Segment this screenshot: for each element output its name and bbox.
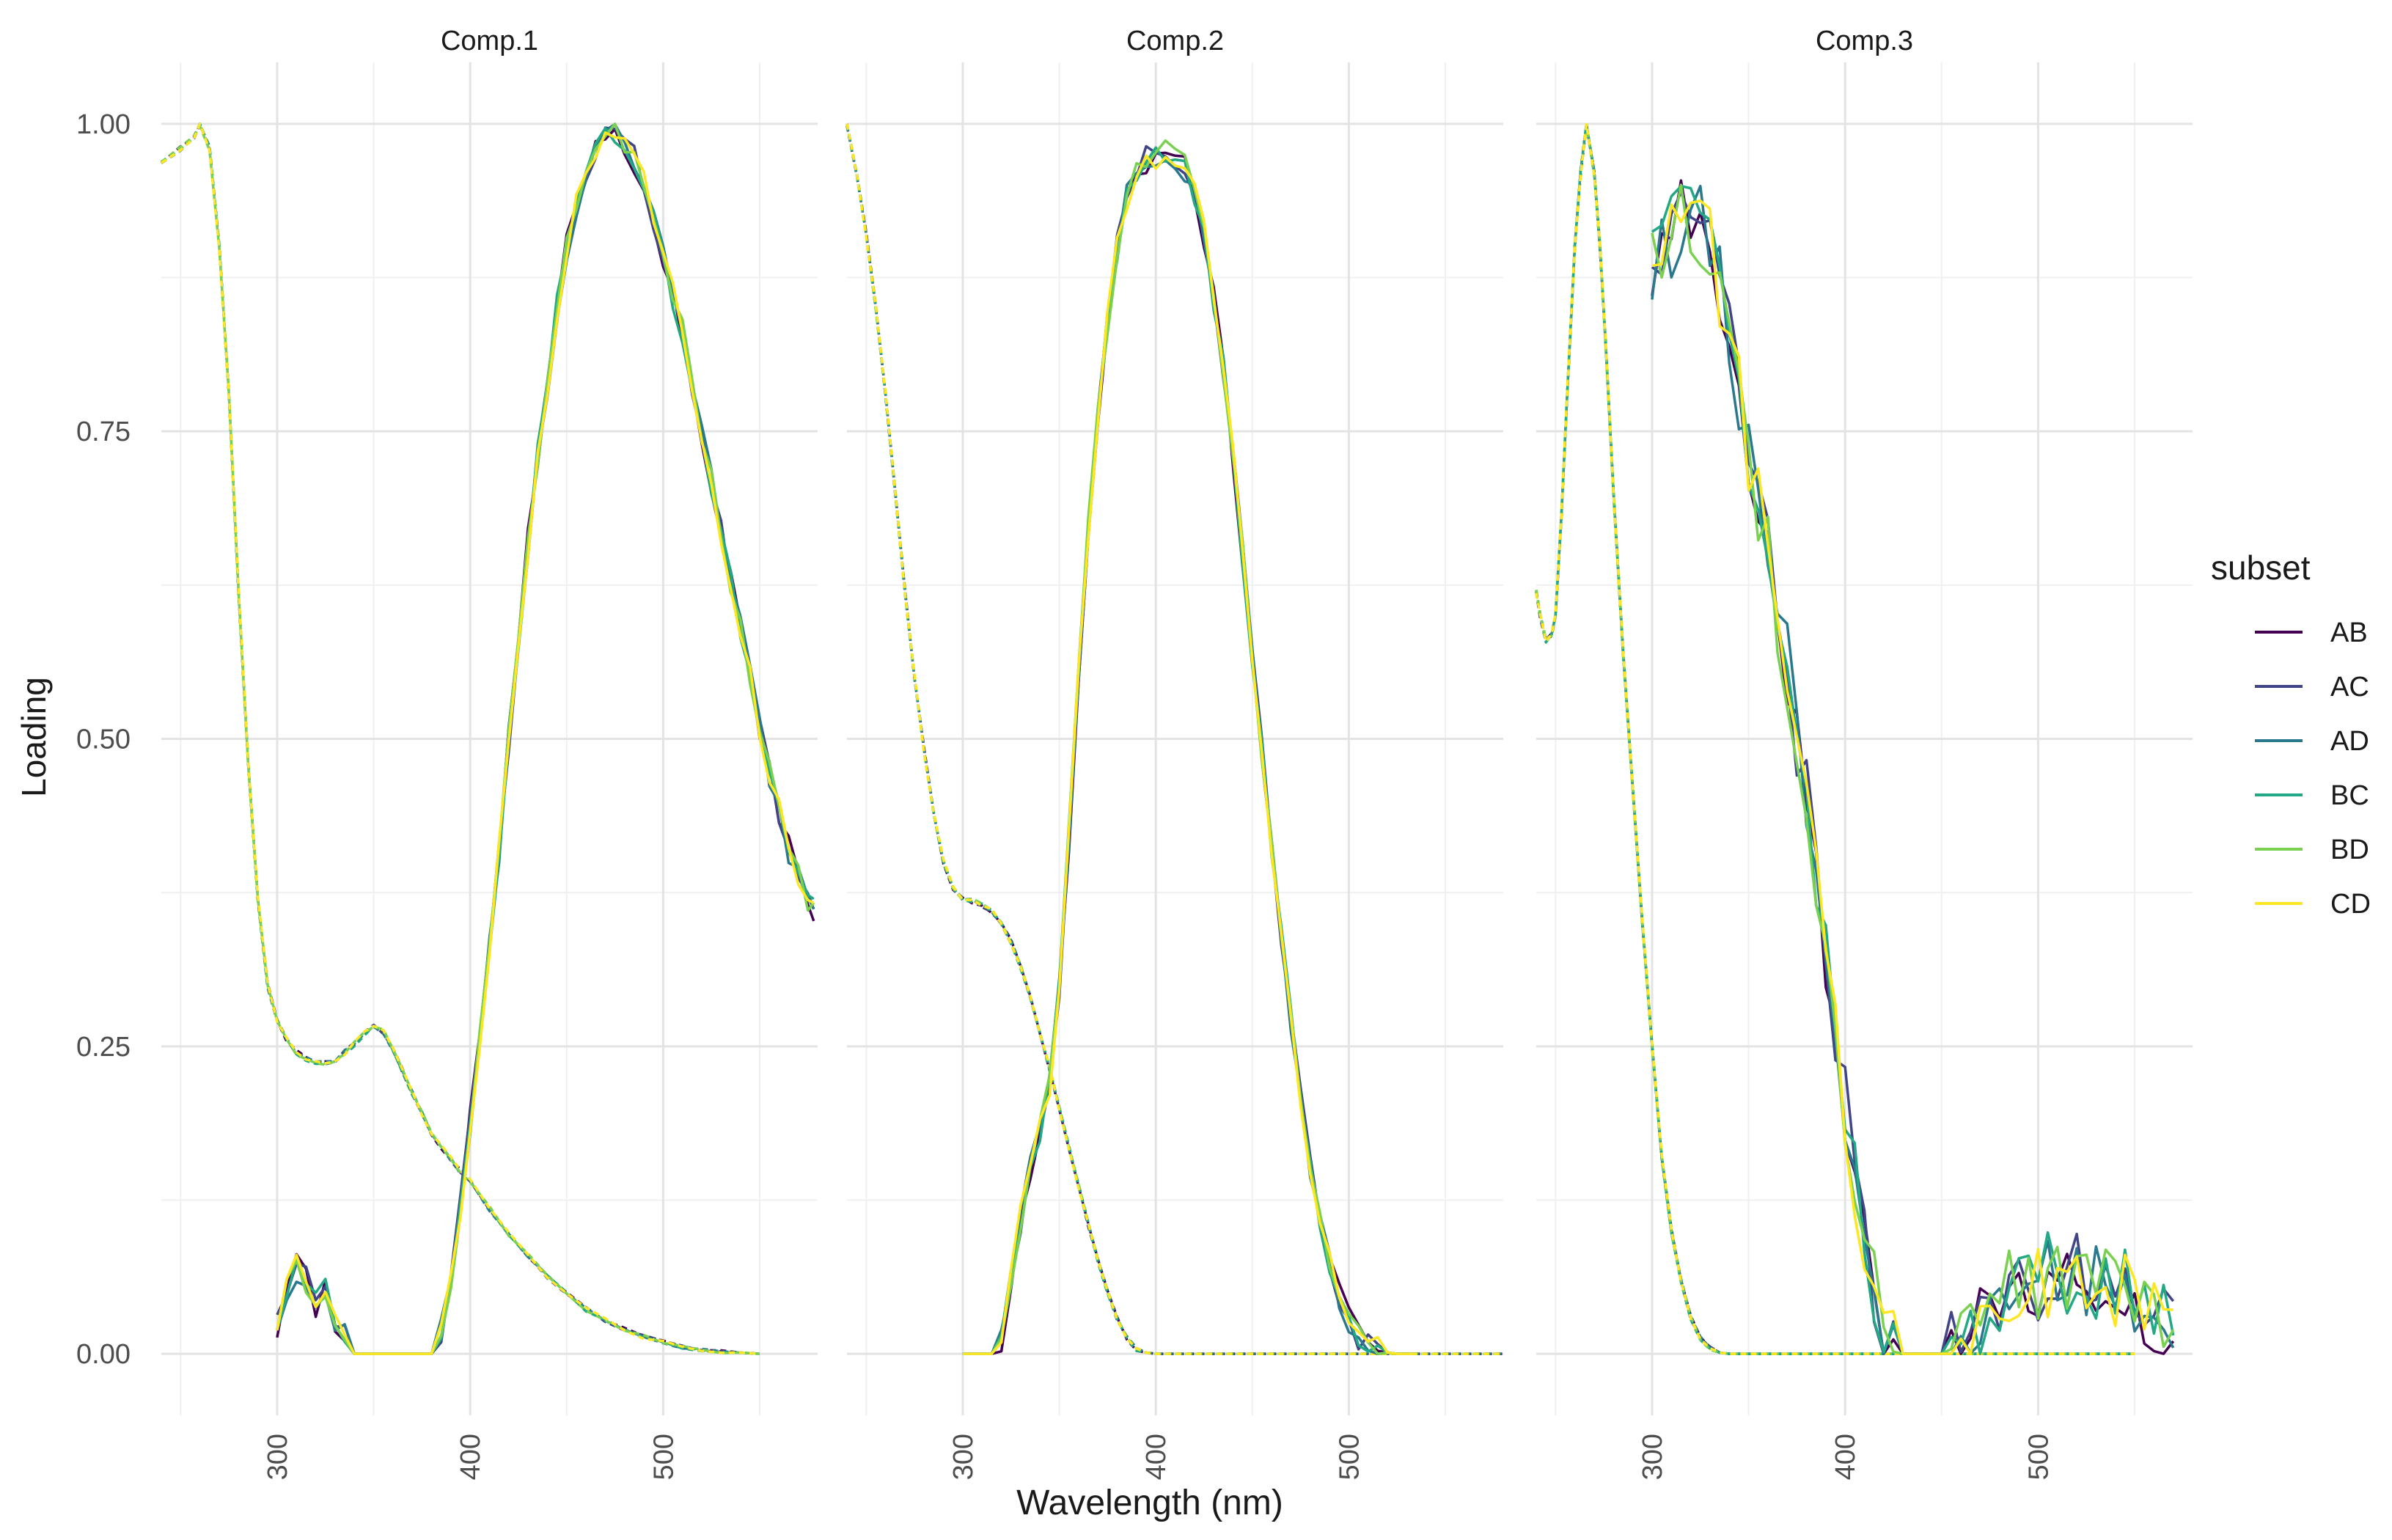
y-axis-ticks: 0.00 0.25 0.50 0.75 1.00 <box>76 109 131 1370</box>
y-tick-label: 0.00 <box>76 1339 131 1370</box>
facet-title: Comp.1 <box>441 26 538 56</box>
legend-label: BC <box>2330 780 2369 811</box>
legend-label: AD <box>2330 726 2369 757</box>
legend-item: BD <box>2255 835 2369 865</box>
series-line-emission-cd <box>962 154 1417 1355</box>
legend-item: CD <box>2255 889 2371 920</box>
x-tick-label: 500 <box>1334 1434 1365 1480</box>
legend-item: AD <box>2255 726 2369 757</box>
facet-panel: Comp.2 300 400 500 <box>845 26 1503 1480</box>
series-line-emission-ab <box>276 128 815 1355</box>
y-tick-label: 0.25 <box>76 1032 131 1063</box>
x-axis-label: Wavelength (nm) <box>1016 1484 1283 1522</box>
legend-items: AB AC AD BC BD CD <box>2255 617 2371 920</box>
x-tick-label: 300 <box>263 1434 293 1480</box>
series-line-excitation-cd <box>845 123 1503 1355</box>
legend-item: AB <box>2255 617 2368 648</box>
x-tick-label: 400 <box>1830 1434 1861 1480</box>
y-axis-label: Loading <box>15 677 53 797</box>
x-tick-label: 300 <box>1637 1434 1668 1480</box>
series-line-emission-ab <box>1651 179 2175 1355</box>
series-line-emission-ad <box>1651 184 2175 1355</box>
legend-item: AC <box>2255 672 2369 703</box>
x-tick-label: 500 <box>648 1434 679 1480</box>
series-line-emission-bc <box>276 127 815 1355</box>
legend-label: BD <box>2330 835 2369 865</box>
facet-panel: Comp.1 300 400 500 <box>160 26 818 1480</box>
series-line-excitation-cd <box>161 122 760 1355</box>
facet-title: Comp.2 <box>1126 26 1224 56</box>
x-tick-label: 400 <box>455 1434 486 1480</box>
x-tick-label: 300 <box>948 1434 979 1480</box>
legend-label: CD <box>2330 889 2371 920</box>
y-tick-label: 0.75 <box>76 417 131 447</box>
series-line-excitation-bd <box>160 125 760 1355</box>
x-tick-label: 400 <box>1141 1434 1172 1480</box>
y-tick-label: 1.00 <box>76 109 131 140</box>
series-line-excitation-cd <box>1535 122 2135 1355</box>
series-line-emission-ac <box>276 126 815 1355</box>
facet-panel: Comp.3 300 400 500 <box>1535 26 2193 1480</box>
y-tick-label: 0.50 <box>76 725 131 755</box>
legend-title: subset <box>2211 549 2311 587</box>
facet-title: Comp.3 <box>1816 26 1913 56</box>
legend-label: AC <box>2330 672 2369 703</box>
x-tick-label: 500 <box>2023 1434 2054 1480</box>
series-line-emission-cd <box>276 131 815 1355</box>
legend-label: AB <box>2330 617 2368 648</box>
series-line-emission-cd <box>1651 199 2173 1355</box>
panels-layer: Comp.1 300 400 500 Comp.2 300 400 500 Comp.3 300 4… <box>160 26 2193 1480</box>
legend-item: BC <box>2255 780 2369 811</box>
legend: subset AB AC AD BC BD CD <box>2211 549 2371 920</box>
